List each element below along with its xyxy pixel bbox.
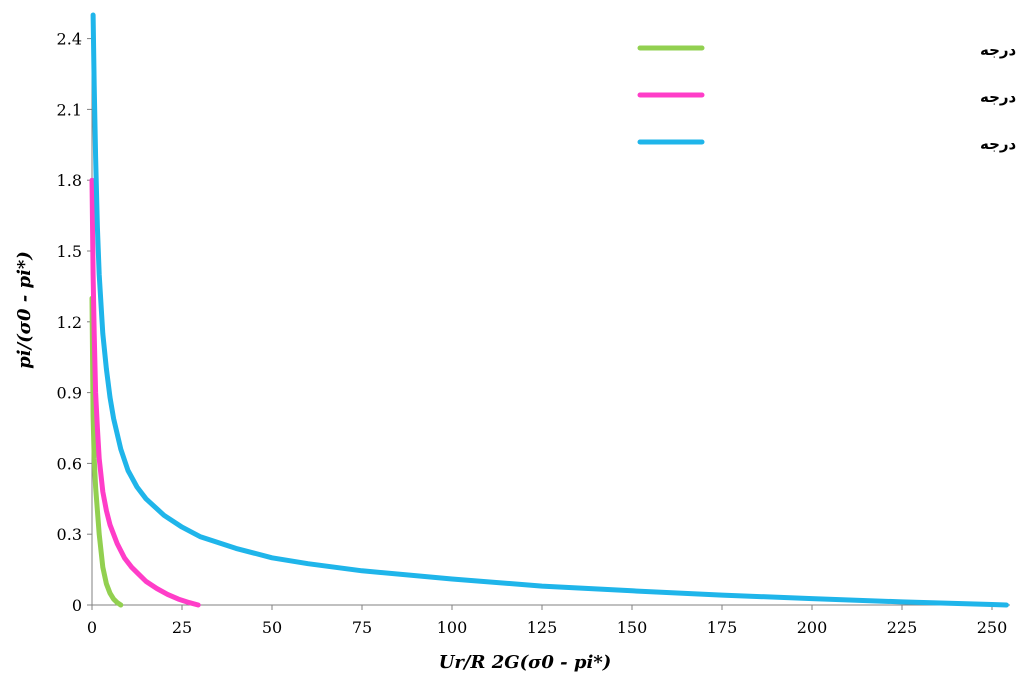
series-line-3: [90, 12, 1009, 608]
legend-label-3: زاویه‌ی اصطکاک داخلی= ۲۰ درجه: [980, 135, 1016, 153]
series-line-2: [89, 177, 201, 608]
y-axis-title: pi/(σ0 - pi*): [14, 251, 35, 369]
y-tick-label: 2.4: [57, 30, 82, 49]
x-tick-label: 0: [87, 618, 97, 637]
x-tick-label: 125: [527, 618, 558, 637]
x-tick-label: 200: [797, 618, 828, 637]
y-tick-label: 0.3: [57, 525, 82, 544]
series-line-1: [89, 295, 124, 608]
legend-label-2: زاویه‌ی اصطکاک داخلی= ۳۰ درجه: [980, 88, 1016, 106]
tick-labels: 0 25 50 75 100 125 150 175 200 225 250 0 0.3 0.6 0.9 1.…: [57, 30, 1008, 637]
x-tick-label: 25: [172, 618, 192, 637]
y-tick-label: 2.1: [57, 100, 82, 119]
x-tick-label: 75: [352, 618, 372, 637]
axis-titles: Ur/R 2G(σ0 - pi*) pi/(σ0 - pi*): [14, 251, 611, 673]
x-tick-label: 250: [977, 618, 1008, 637]
y-tick-label: 0.9: [57, 384, 82, 403]
x-tick-label: 175: [707, 618, 738, 637]
series-group: [89, 12, 1009, 608]
x-tick-label: 100: [437, 618, 468, 637]
x-tick-label: 225: [887, 618, 918, 637]
y-tick-label: 1.5: [57, 242, 82, 261]
y-tick-label: 1.8: [57, 171, 82, 190]
x-tick-label: 50: [262, 618, 282, 637]
x-tick-label: 150: [617, 618, 648, 637]
x-axis-title: Ur/R 2G(σ0 - pi*): [439, 652, 612, 673]
y-tick-label: 0.6: [57, 454, 82, 473]
legend: زاویه‌ی اصطکاک داخلی= ۴۰ درجه زاویه‌ی اصط…: [637, 41, 1016, 153]
legend-label-1: زاویه‌ی اصطکاک داخلی= ۴۰ درجه: [980, 41, 1016, 59]
y-tick-label: 1.2: [57, 313, 82, 332]
y-tick-label: 0: [72, 596, 82, 615]
axes: [87, 15, 1010, 610]
